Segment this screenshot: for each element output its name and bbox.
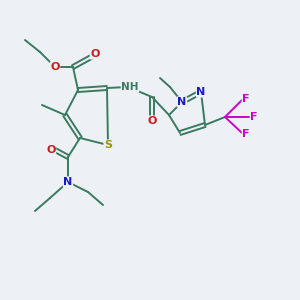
Text: O: O — [147, 116, 157, 126]
Text: N: N — [177, 97, 187, 107]
Text: F: F — [250, 112, 258, 122]
Text: S: S — [104, 140, 112, 150]
Text: N: N — [196, 87, 206, 97]
Text: F: F — [242, 129, 250, 139]
Text: O: O — [50, 62, 60, 72]
Text: N: N — [63, 177, 73, 187]
Text: F: F — [242, 94, 250, 104]
Text: O: O — [46, 145, 56, 155]
Text: O: O — [90, 49, 100, 59]
Text: NH: NH — [121, 82, 139, 92]
